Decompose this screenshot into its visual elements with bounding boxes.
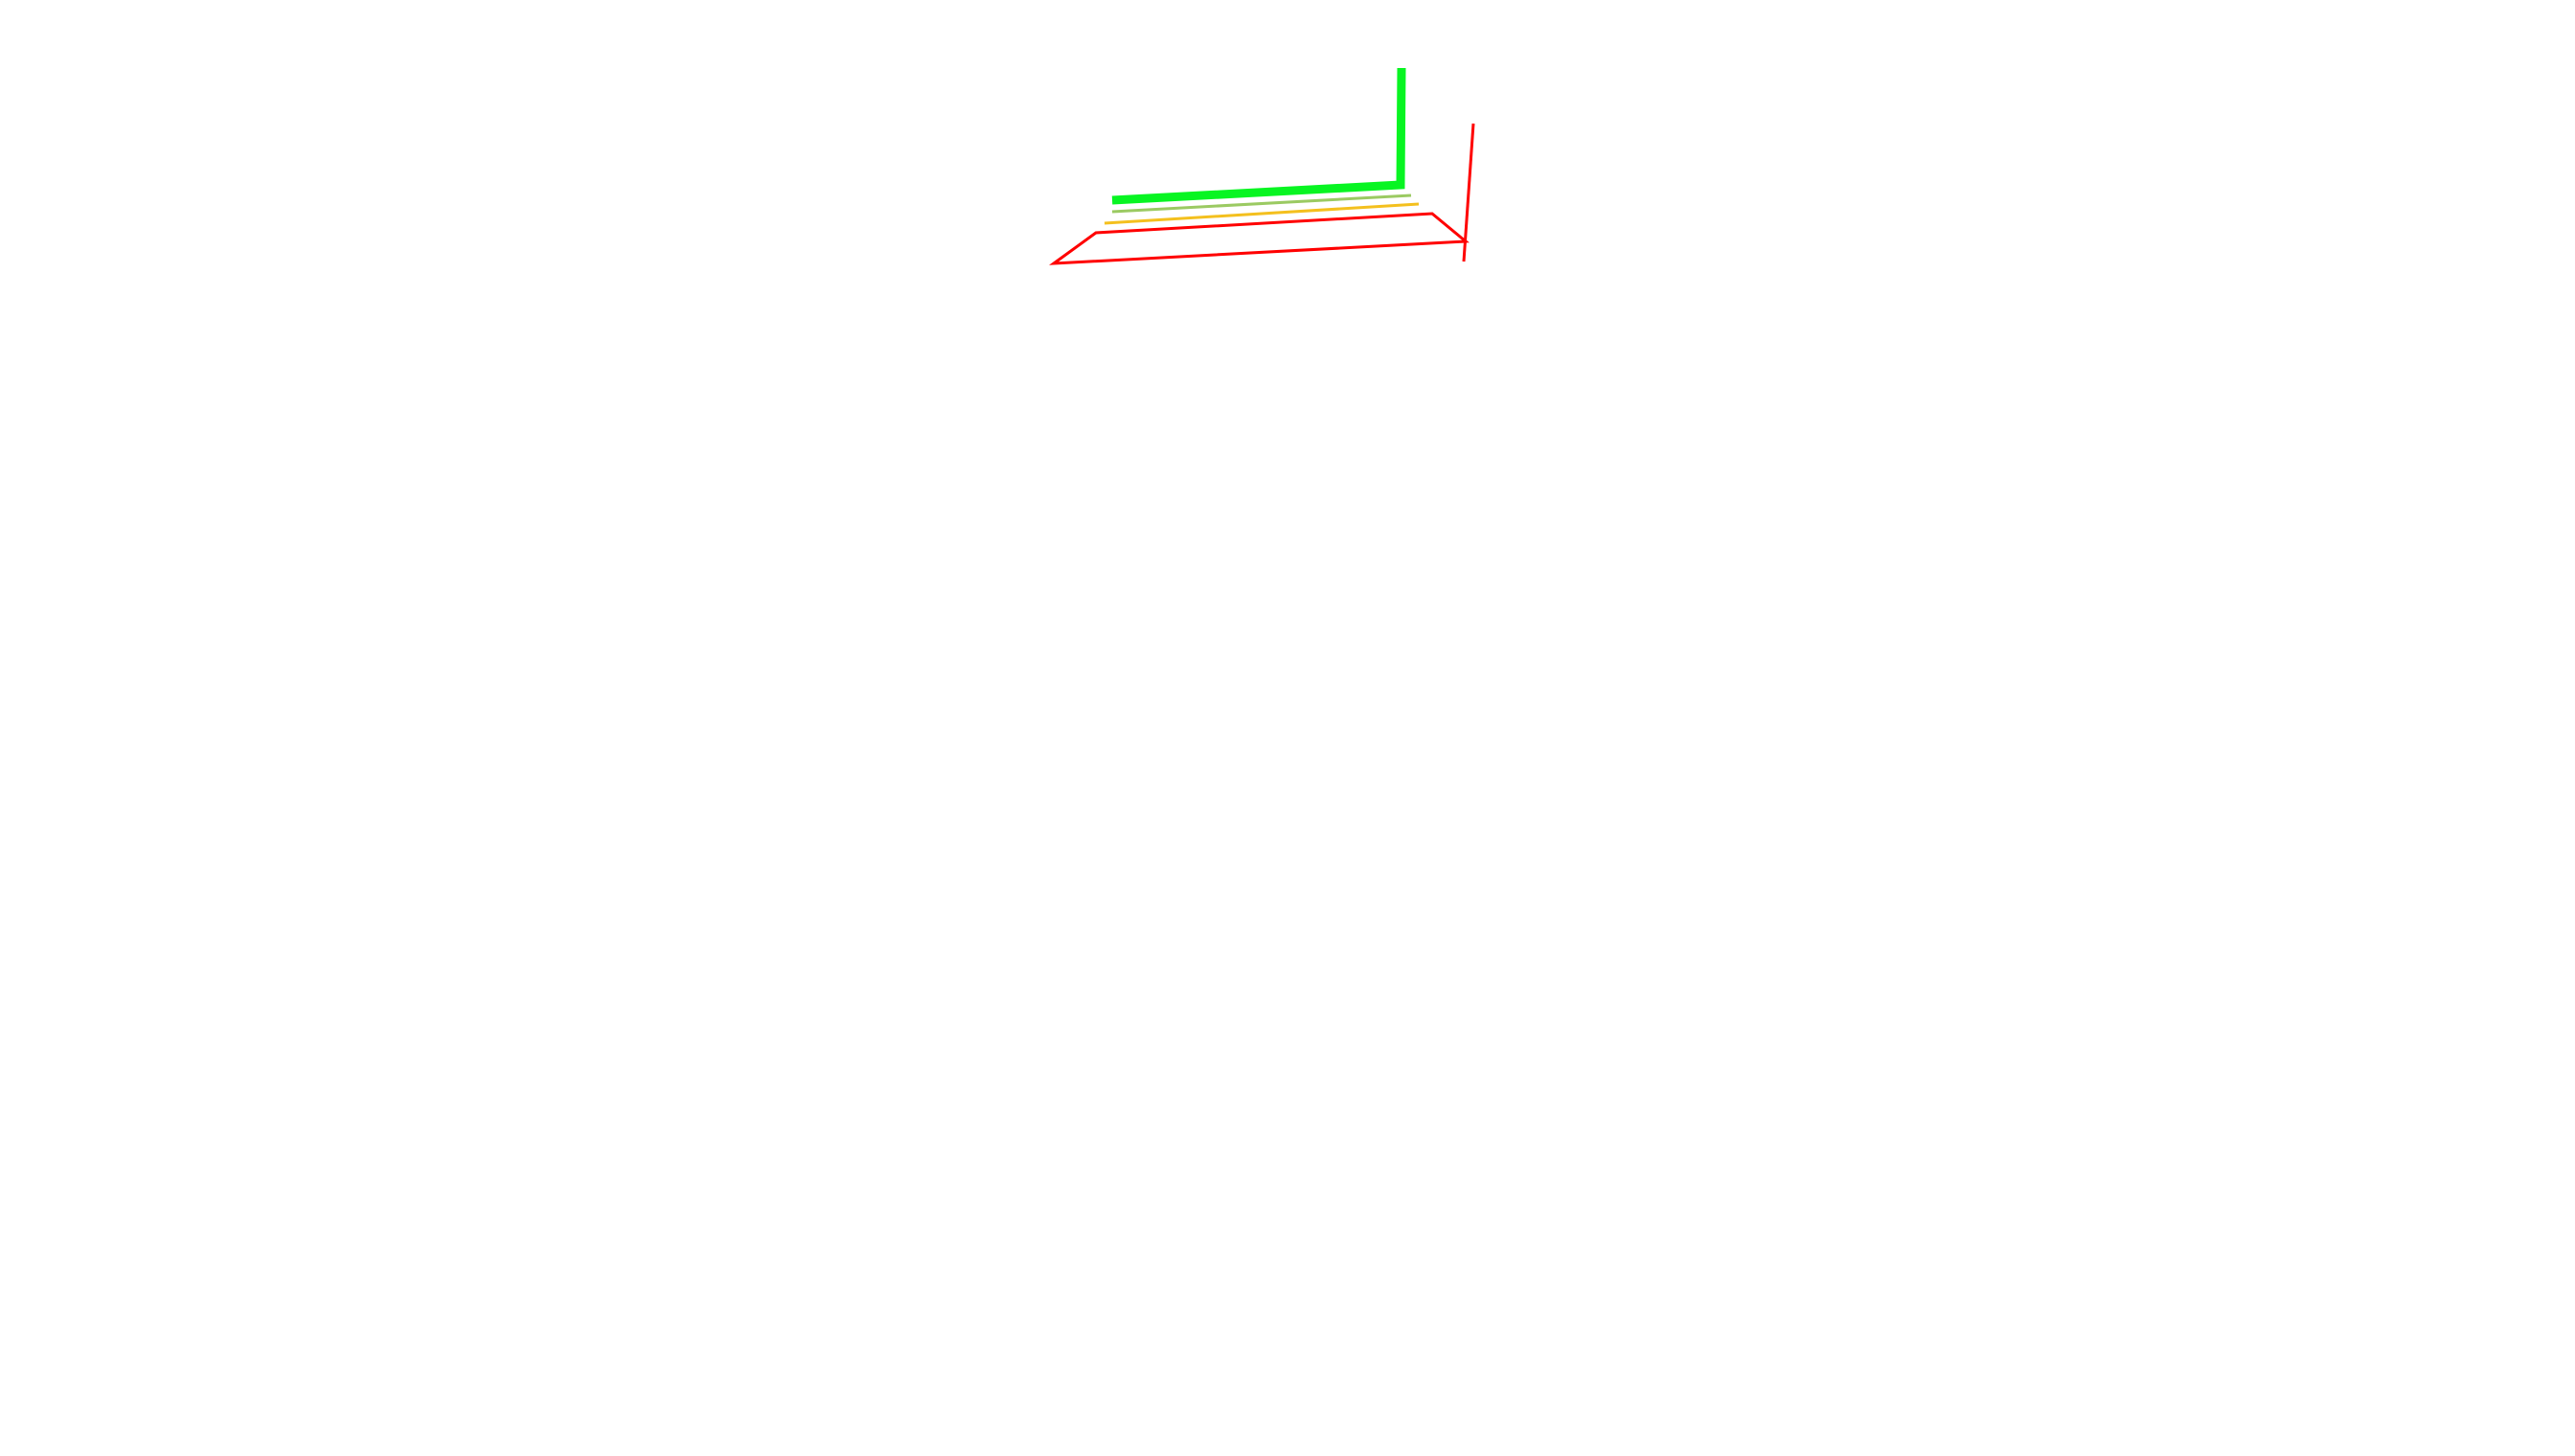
red-vertical-line xyxy=(1462,123,1475,262)
yellow-line xyxy=(1104,202,1420,225)
green-thick-line xyxy=(1111,67,1406,205)
red-quadrilateral-outline xyxy=(1049,212,1470,265)
light-green-line xyxy=(1111,193,1412,214)
